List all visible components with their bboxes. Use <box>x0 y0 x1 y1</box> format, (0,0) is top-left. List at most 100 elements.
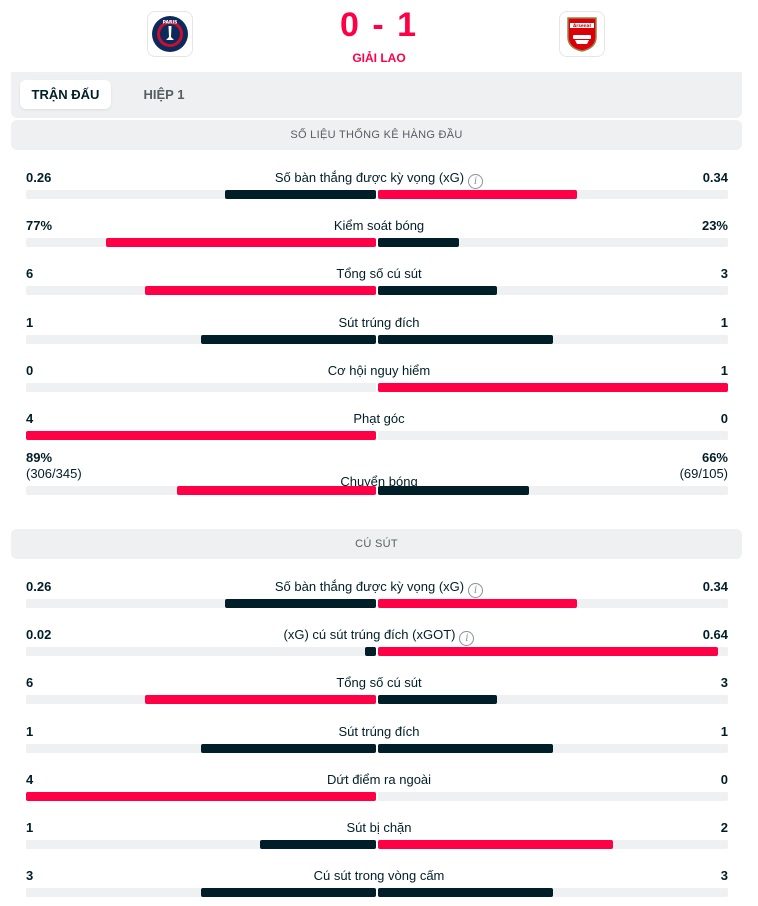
away-bar-track <box>378 286 728 295</box>
stat-label-text: (xG) cú sút trúng đích (xGOT) <box>283 627 456 642</box>
stat-label-text: Sút bị chặn <box>346 820 412 835</box>
stat-row: 6 Tổng số cú sút 3 <box>0 672 758 720</box>
away-bar-fill <box>378 888 553 897</box>
psg-crest-icon: PARIS <box>152 16 188 52</box>
home-value: 4 <box>26 772 34 787</box>
away-bar-track <box>378 840 728 849</box>
arsenal-logo-text: Arsenal <box>573 23 591 28</box>
stat-label-text: Số bàn thắng được kỳ vọng (xG) <box>274 170 465 185</box>
stats-tabs: TRẬN ĐẤU HIỆP 1 <box>11 72 742 118</box>
home-bar-fill <box>365 647 376 656</box>
stat-row: 0 Cơ hội nguy hiểm 1 <box>0 360 758 408</box>
home-value: 0.02 <box>26 627 52 642</box>
stat-label: Tổng số cú sút <box>179 675 579 690</box>
away-bar-fill <box>378 190 577 199</box>
home-bar-fill <box>225 599 376 608</box>
home-value: 4 <box>26 411 34 426</box>
tab-first-half[interactable]: HIỆP 1 <box>143 87 185 102</box>
stat-label: Cú sút trong vòng cấm <box>179 868 579 883</box>
stat-row: 1 Sút trúng đích 1 <box>0 721 758 769</box>
home-bar-fill <box>106 238 376 247</box>
away-bar-track <box>378 599 728 608</box>
stat-row: 1 Sút trúng đích 1 <box>0 312 758 360</box>
home-bar-fill <box>260 840 376 849</box>
home-bar-fill <box>145 286 376 295</box>
away-bar-fill <box>378 335 553 344</box>
away-value: 1 <box>720 363 728 378</box>
stat-label-text: Sút trúng đích <box>338 724 420 739</box>
home-bar-fill <box>225 190 376 199</box>
home-bar-track <box>26 190 376 199</box>
home-bar-fill <box>177 486 376 495</box>
home-bar-track <box>26 286 376 295</box>
home-value: 1 <box>26 724 34 739</box>
stat-row: 3 Cú sút trong vòng cấm 3 <box>0 865 758 906</box>
stat-label: Sút bị chặn <box>179 820 579 835</box>
psg-logo[interactable]: PARIS <box>147 11 193 57</box>
away-bar-track <box>378 647 728 656</box>
home-bar-track <box>26 792 376 801</box>
stat-label-text: Số bàn thắng được kỳ vọng (xG) <box>274 579 465 594</box>
home-bar-track <box>26 744 376 753</box>
away-bar-track <box>378 744 728 753</box>
stat-label-text: Cú sút trong vòng cấm <box>313 868 445 883</box>
away-bar-fill <box>378 695 497 704</box>
stat-row: 6 Tổng số cú sút 3 <box>0 263 758 311</box>
home-bar-fill <box>145 695 376 704</box>
info-icon[interactable]: i <box>459 631 475 646</box>
away-value: 3 <box>720 675 728 690</box>
home-bar-track <box>26 888 376 897</box>
away-bar-track <box>378 431 728 440</box>
stat-row: 4 Dứt điểm ra ngoài 0 <box>0 769 758 817</box>
arsenal-crest-icon: Arsenal <box>567 17 597 52</box>
section-header: CÚ SÚT <box>11 529 742 559</box>
away-bar-fill <box>378 238 459 247</box>
away-value: 1 <box>720 315 728 330</box>
stat-label: Chuyển bóng <box>179 474 579 489</box>
stat-label: Sút trúng đích <box>179 315 579 330</box>
away-bar-fill <box>378 744 553 753</box>
away-value: 0 <box>720 411 728 426</box>
away-bar-track <box>378 486 728 495</box>
home-bar-track <box>26 238 376 247</box>
home-bar-track <box>26 840 376 849</box>
stat-label: Phạt góc <box>179 411 579 426</box>
home-value: 0.26 <box>26 579 52 594</box>
away-value: 66% <box>701 450 728 465</box>
home-value: 1 <box>26 820 34 835</box>
stat-label-text: Cơ hội nguy hiểm <box>327 363 431 378</box>
away-bar-track <box>378 792 728 801</box>
stat-row: 77% Kiểm soát bóng 23% <box>0 215 758 263</box>
tab-match[interactable]: TRẬN ĐẤU <box>20 80 111 109</box>
stat-label: Sút trúng đích <box>179 724 579 739</box>
home-bar-track <box>26 383 376 392</box>
away-value: 0.34 <box>702 170 728 185</box>
home-bar-track <box>26 431 376 440</box>
stat-row: 89% (306/345) Chuyển bóng 66% (69/105) <box>0 450 758 526</box>
home-bar-track <box>26 335 376 344</box>
home-bar-track <box>26 486 376 495</box>
home-value: 89% <box>26 450 53 465</box>
stat-row: 0.26 Số bàn thắng được kỳ vọng (xG) i 0.34 <box>0 167 758 215</box>
info-icon[interactable]: i <box>468 583 484 598</box>
home-bar-fill <box>201 888 376 897</box>
home-bar-fill <box>201 744 376 753</box>
stat-label-text: Tổng số cú sút <box>336 266 422 281</box>
away-bar-fill <box>378 486 529 495</box>
match-status: GIẢI LAO <box>352 51 406 65</box>
stat-label: Kiểm soát bóng <box>179 218 579 233</box>
stat-label-text: Tổng số cú sút <box>336 675 422 690</box>
stat-label: Cơ hội nguy hiểm <box>179 363 579 378</box>
home-subvalue: (306/345) <box>26 466 82 481</box>
stat-label: (xG) cú sút trúng đích (xGOT) i <box>179 627 579 646</box>
home-bar-track <box>26 695 376 704</box>
stat-label-text: Chuyển bóng <box>340 474 418 489</box>
arsenal-logo[interactable]: Arsenal <box>559 11 605 57</box>
away-bar-track <box>378 335 728 344</box>
match-header: PARIS 0 - 1 GIẢI LAO Arsenal <box>0 0 758 72</box>
away-bar-fill <box>378 647 718 656</box>
home-bar-track <box>26 599 376 608</box>
stat-label: Tổng số cú sút <box>179 266 579 281</box>
info-icon[interactable]: i <box>468 174 484 189</box>
away-value: 3 <box>720 266 728 281</box>
